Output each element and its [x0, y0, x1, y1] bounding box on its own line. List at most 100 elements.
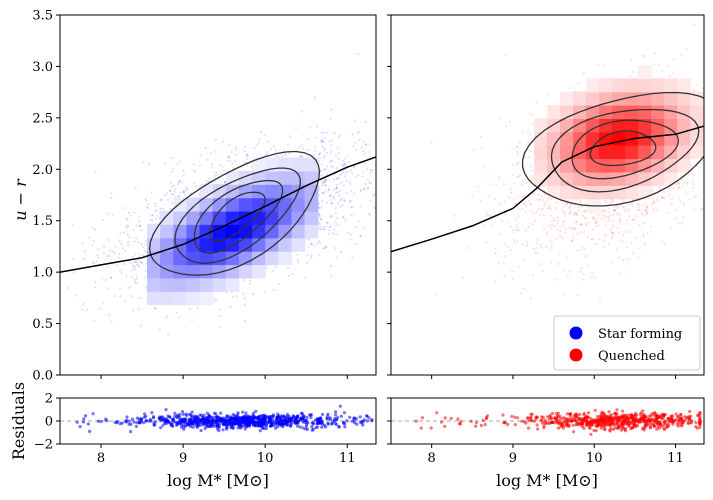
scatter-point [305, 261, 308, 264]
residual-point [150, 411, 154, 415]
scatter-point [154, 307, 157, 310]
scatter-point [143, 250, 146, 253]
scatter-point [110, 320, 113, 323]
scatter-point [525, 181, 528, 184]
density-bin [560, 91, 574, 106]
scatter-point [581, 245, 584, 248]
density-bin [265, 210, 279, 225]
scatter-point [319, 152, 322, 155]
scatter-point [552, 217, 556, 220]
scatter-point [183, 190, 186, 193]
scatter-point [308, 238, 311, 242]
scatter-point [385, 139, 387, 141]
scatter-point [645, 211, 648, 214]
scatter-point [516, 162, 519, 165]
scatter-point [53, 269, 55, 271]
scatter-point [527, 156, 530, 159]
scatter-point [590, 276, 593, 279]
scatter-point [506, 220, 509, 223]
scatter-point [111, 250, 114, 253]
scatter-point [329, 161, 332, 164]
residual-point [225, 427, 229, 431]
residual-point [305, 422, 309, 426]
density-bin [252, 237, 266, 252]
scatter-point [39, 288, 41, 290]
scatter-point [333, 197, 336, 200]
scatter-point [297, 261, 300, 264]
scatter-point [598, 297, 602, 301]
scatter-point [138, 225, 141, 228]
scatter-point [337, 194, 341, 197]
density-bin [677, 91, 691, 106]
scatter-point [159, 199, 162, 202]
scatter-point [199, 154, 202, 157]
scatter-point [401, 171, 403, 173]
scatter-point [543, 193, 547, 196]
scatter-point [54, 253, 56, 255]
scatter-point [708, 120, 710, 122]
scatter-point [662, 190, 665, 194]
y-tick-label: 1.5 [32, 214, 53, 229]
scatter-point [130, 262, 133, 265]
scatter-point [243, 304, 246, 307]
scatter-point [513, 197, 516, 200]
scatter-point [158, 328, 161, 331]
scatter-point [527, 199, 530, 202]
scatter-point [138, 215, 141, 218]
scatter-point [641, 213, 644, 216]
scatter-point [135, 260, 139, 263]
scatter-point [519, 292, 522, 295]
scatter-point [234, 148, 238, 151]
scatter-point [562, 268, 565, 271]
scatter-point [322, 191, 325, 195]
scatter-point [135, 237, 138, 240]
scatter-point [352, 165, 356, 168]
density-bin [160, 277, 174, 292]
density-bin [265, 170, 279, 185]
scatter-point [534, 219, 537, 223]
scatter-point [47, 310, 49, 312]
scatter-point [551, 241, 554, 244]
scatter-point [561, 237, 564, 240]
scatter-point [562, 211, 565, 214]
scatter-point [555, 237, 558, 240]
scatter-point [326, 221, 329, 224]
scatter-point [208, 177, 211, 180]
scatter-point [214, 150, 217, 153]
scatter-point [213, 174, 216, 177]
scatter-point [85, 308, 88, 311]
scatter-point [595, 220, 598, 223]
density-bin [586, 131, 600, 146]
scatter-point [487, 194, 490, 197]
scatter-point [537, 199, 541, 202]
scatter-point [493, 198, 497, 201]
scatter-point [334, 221, 337, 224]
scatter-point [169, 181, 172, 184]
density-bin [147, 291, 161, 306]
scatter-point [641, 54, 644, 57]
scatter-point [320, 180, 323, 183]
scatter-point [313, 244, 316, 247]
scatter-point [550, 244, 553, 247]
density-bin [160, 224, 174, 239]
density-bin [225, 237, 240, 252]
scatter-point [310, 242, 314, 245]
y-tick-label: 0.5 [32, 317, 53, 332]
residual-point [311, 421, 315, 425]
residual-point [276, 412, 280, 416]
scatter-point [322, 228, 325, 231]
scatter-point [125, 217, 128, 220]
scatter-point [548, 239, 551, 242]
scatter-point [613, 206, 616, 209]
scatter-point [629, 75, 632, 78]
scatter-point [643, 243, 646, 246]
scatter-point [229, 159, 232, 162]
scatter-point [248, 282, 251, 285]
residual-point [135, 421, 139, 425]
scatter-point [330, 149, 333, 152]
scatter-point [577, 294, 580, 297]
scatter-point [353, 192, 356, 195]
scatter-point [193, 171, 196, 174]
scatter-point [503, 275, 506, 278]
density-bin [238, 264, 253, 279]
